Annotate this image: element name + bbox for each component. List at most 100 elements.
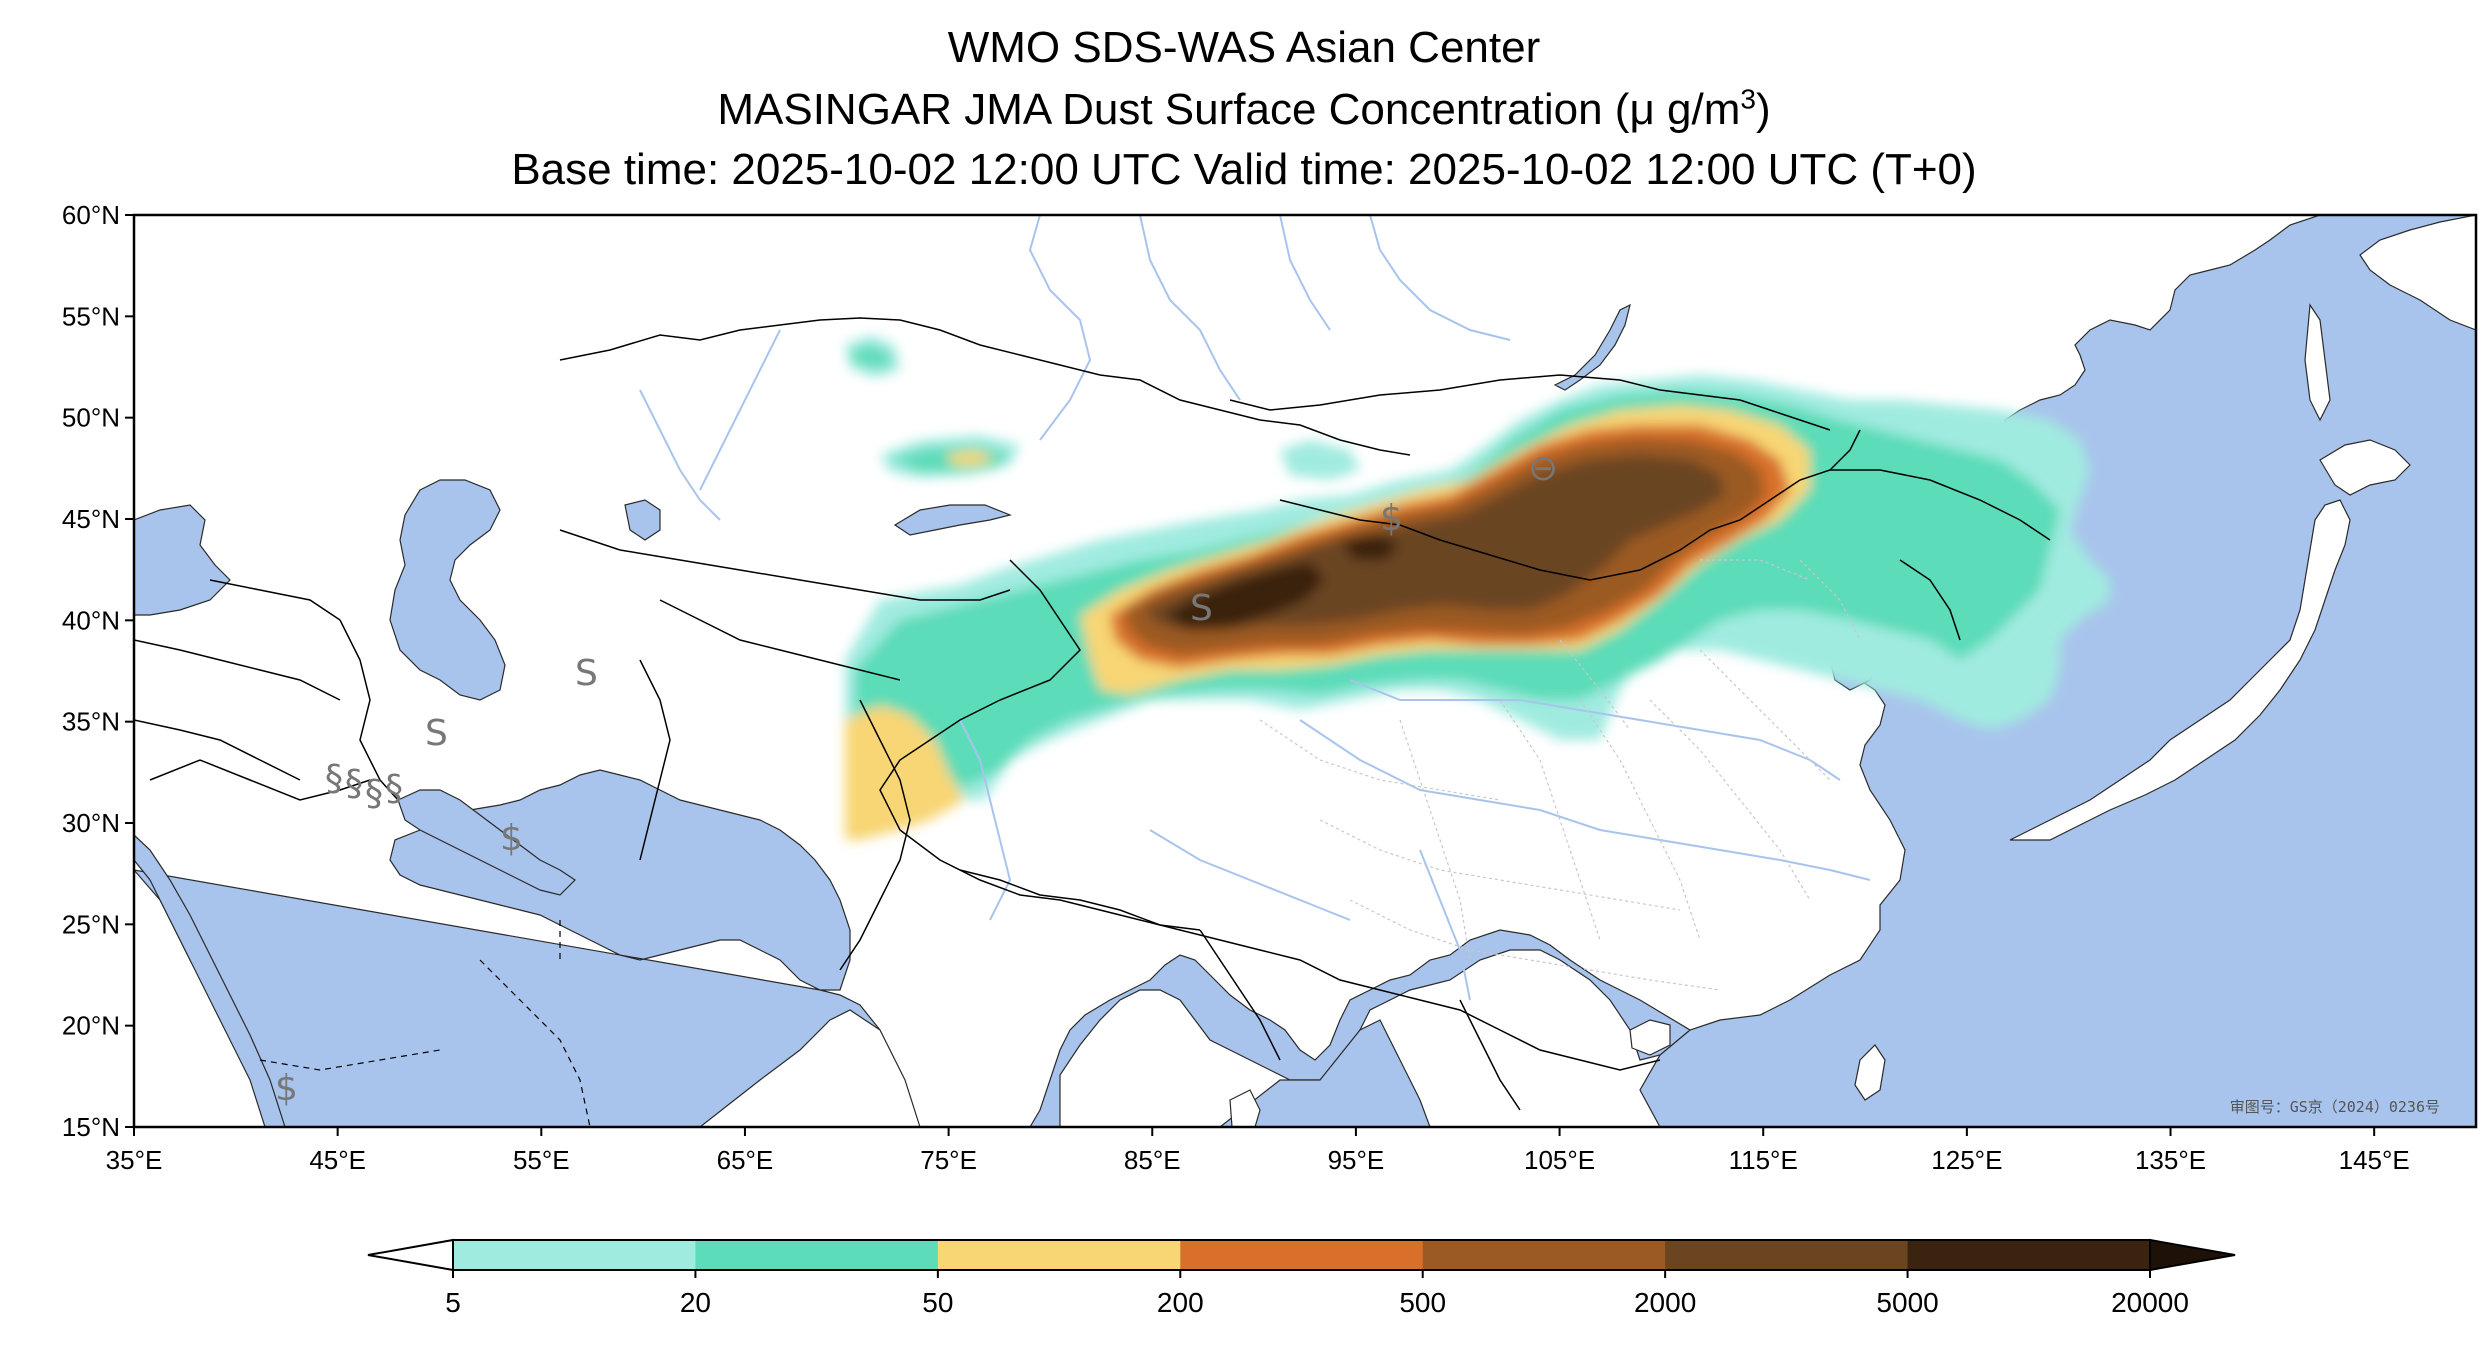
river-8: [1349, 679, 1841, 781]
border-vietnam: [1459, 999, 1521, 1111]
lon-tick-label: 45°E: [309, 1145, 366, 1175]
colorbar: 5 20 50 200 500 2000 5000 20000: [367, 1238, 2236, 1318]
dust-markers: § § § § S S $ $ S $ ⊖: [275, 448, 1558, 1109]
marker-icon: §: [365, 773, 383, 814]
borders: [134, 317, 2051, 1111]
lat-tick-label: 20°N: [62, 1011, 120, 1041]
subtitle-close: ): [1755, 85, 1771, 134]
chart-subtitle: MASINGAR JMA Dust Surface Concentration …: [0, 84, 2488, 136]
dust-band-5000: [1165, 562, 1325, 630]
colorbar-tick-label: 500: [1399, 1287, 1446, 1318]
lake-balkhash: [893, 504, 1012, 536]
river-9: [959, 719, 1012, 921]
lat-tick-label: 60°N: [62, 200, 120, 230]
colorbar-segment: [1665, 1240, 1909, 1270]
river-6: [699, 329, 781, 491]
approval-stamp: 审图号：GS京（2024）0236号: [2230, 1098, 2440, 1116]
marker-icon: S: [425, 713, 448, 754]
border-iran-afg: [639, 659, 671, 861]
colorbar-outline: [452, 1239, 2151, 1271]
marker-icon: S: [1190, 588, 1213, 629]
province-lines: [1259, 559, 1861, 991]
river-1: [1028, 215, 1092, 441]
marker-icon: S: [575, 653, 598, 694]
map-frame: [132, 213, 2478, 1129]
hokkaido: [2319, 439, 2411, 496]
lat-tick-label: 15°N: [62, 1112, 120, 1142]
lat-tick-label: 45°N: [62, 504, 120, 534]
colorbar-segment: [695, 1240, 939, 1270]
bay-of-bengal: [1219, 1019, 1431, 1127]
colorbar-tick-label: 20000: [2111, 1287, 2189, 1318]
border-central-asia: [659, 599, 901, 681]
lat-tick-label: 40°N: [62, 605, 120, 635]
lat-tick-label: 50°N: [62, 403, 120, 433]
lon-tick-label: 85°E: [1124, 1145, 1181, 1175]
kamchatka: [2359, 215, 2476, 331]
river-2: [1139, 215, 1241, 401]
black-sea: [134, 504, 231, 616]
lat-tick-label: 30°N: [62, 808, 120, 838]
dust-band-5-d: [1280, 440, 1360, 480]
taiwan: [1854, 1044, 1886, 1101]
persian-gulf: [397, 789, 576, 896]
lon-tick-label: 65°E: [717, 1145, 774, 1175]
border-mongolia-china: [1279, 429, 1861, 581]
marker-icon: $: [500, 818, 523, 859]
red-sea: [134, 834, 286, 1127]
lon-tick-label: 145°E: [2339, 1145, 2410, 1175]
hainan: [1629, 1019, 1671, 1056]
river-4: [1369, 215, 1511, 341]
dashed-boundaries: [259, 920, 591, 1127]
lat-tick-label: 25°N: [62, 909, 120, 939]
dust-band-50-c: [945, 450, 995, 466]
unit-text: μ g/m: [1629, 85, 1741, 134]
lon-tick-label: 105°E: [1524, 1145, 1595, 1175]
border-pakistan-india: [839, 699, 911, 971]
chart-title: WMO SDS-WAS Asian Center: [947, 23, 1541, 72]
river-5: [639, 389, 721, 521]
border-korea: [1899, 559, 1961, 641]
rivers: [639, 215, 1871, 1001]
colorbar-tick-label: 50: [922, 1287, 953, 1318]
colorbar-over-arrow: [2149, 1238, 2236, 1272]
time-info: Base time: 2025-10-02 12:00 UTC Valid ti…: [511, 145, 1977, 194]
border-caucasus: [209, 579, 341, 621]
axis-ticks: 35°E 45°E 55°E 65°E 75°E 85°E 95°E 105°E 115°E 12…: [62, 200, 2410, 1175]
border-turkey: [134, 639, 341, 701]
dust-band-20-c: [850, 345, 892, 368]
marker-icon: §: [385, 768, 403, 809]
islands: [1229, 215, 2476, 1127]
marker-icon: $: [275, 1068, 298, 1109]
colorbar-segment: [1180, 1240, 1424, 1270]
border-iran-west: [339, 619, 399, 801]
lake-baikal: [1553, 303, 1631, 391]
border-myanmar: [1199, 929, 1281, 1061]
border-syria: [134, 719, 301, 781]
lon-tick-label: 125°E: [1931, 1145, 2002, 1175]
colorbar-tick-label: 2000: [1634, 1287, 1696, 1318]
caspian-sea: [389, 479, 506, 701]
sakhalin: [2304, 303, 2331, 422]
colorbar-segment: [453, 1240, 696, 1270]
lon-tick-label: 95°E: [1328, 1145, 1385, 1175]
colorbar-tick-label: 5000: [1876, 1287, 1938, 1318]
dust-field: [845, 335, 2110, 840]
colorbar-tick-label: 20: [680, 1287, 711, 1318]
lon-tick-label: 115°E: [1729, 1145, 1798, 1175]
river-11: [1419, 849, 1471, 1001]
colorbar-segment: [937, 1240, 1181, 1270]
dust-band-50: [845, 705, 965, 840]
sri-lanka-north-edge: [1229, 1089, 1261, 1127]
river-10: [1149, 829, 1351, 921]
border-india-nepal: [959, 869, 1201, 931]
border-kaz-south: [559, 529, 1011, 601]
border-russia-mongolia: [1229, 374, 1831, 431]
dust-band-5000-b: [1340, 535, 1400, 560]
river-7: [1299, 719, 1871, 881]
lon-tick-label: 35°E: [106, 1145, 163, 1175]
marker-icon: §: [325, 758, 343, 799]
marker-icon: §: [345, 763, 363, 804]
border-russia-kaz: [559, 317, 1411, 456]
